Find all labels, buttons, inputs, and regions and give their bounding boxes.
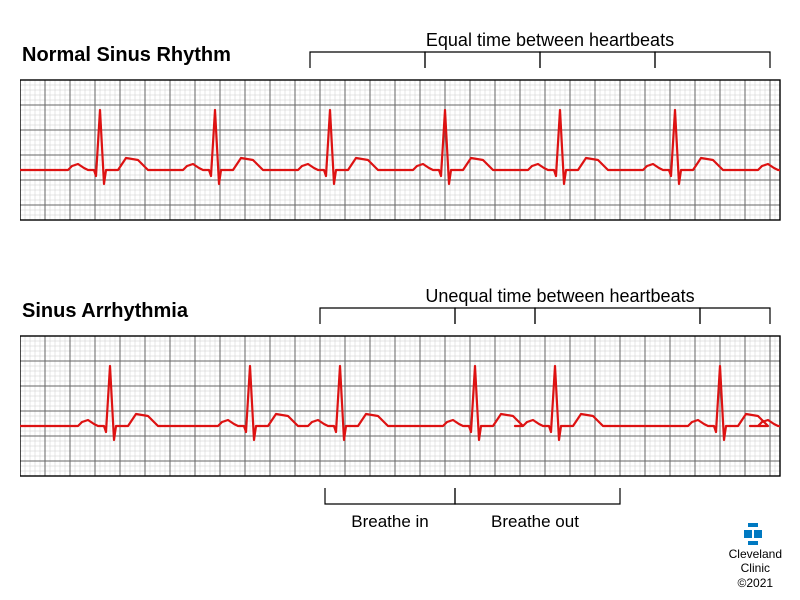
attribution-copyright: ©2021 bbox=[729, 576, 782, 590]
attribution-name: ClevelandClinic bbox=[729, 547, 782, 576]
arrhythmia-ecg-panel bbox=[20, 304, 800, 524]
breathe-in-label: Breathe in bbox=[335, 512, 445, 532]
breathe-out-label: Breathe out bbox=[470, 512, 600, 532]
cleveland-clinic-logo-icon bbox=[744, 523, 766, 545]
attribution-block: ClevelandClinic ©2021 bbox=[729, 523, 782, 590]
normal-ecg-panel bbox=[20, 48, 800, 228]
